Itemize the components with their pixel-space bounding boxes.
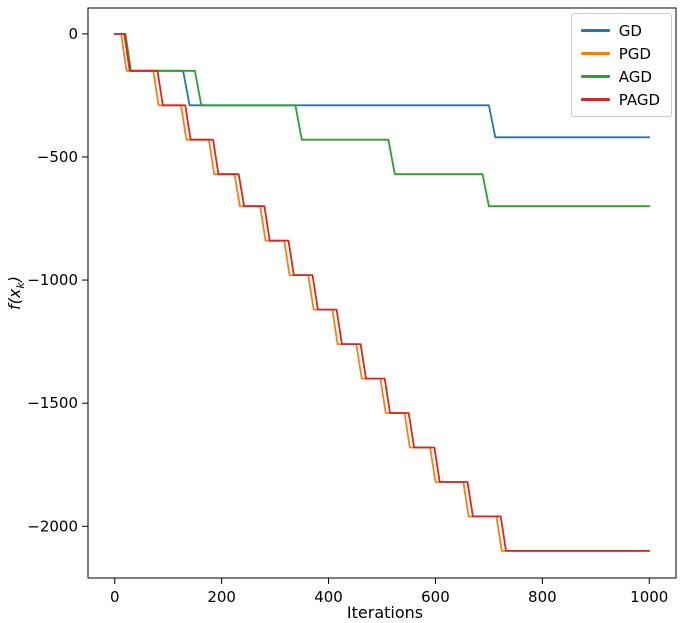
legend-item-pagd: PAGD bbox=[580, 88, 660, 111]
plot-frame bbox=[87, 7, 677, 579]
y-tick-label: −1500 bbox=[27, 394, 78, 412]
legend-line-swatch bbox=[580, 75, 610, 78]
y-axis-label: f(xk) bbox=[5, 276, 27, 310]
legend-line-swatch bbox=[580, 52, 610, 55]
series-pgd-line bbox=[113, 33, 651, 552]
series-gd-line bbox=[113, 33, 651, 139]
legend-line-swatch bbox=[580, 29, 610, 32]
y-tick-label: −1000 bbox=[27, 271, 78, 289]
y-tick-label: −2000 bbox=[27, 517, 78, 535]
legend-item-agd: AGD bbox=[580, 65, 660, 88]
y-tick-label: −500 bbox=[37, 148, 78, 166]
x-tick-label: 0 bbox=[110, 588, 120, 606]
y-tick-label: 0 bbox=[68, 25, 78, 43]
legend-label: GD bbox=[618, 21, 642, 40]
x-tick-label: 800 bbox=[528, 588, 557, 606]
x-tick-label: 600 bbox=[421, 588, 450, 606]
y-axis-label-pre: f(x bbox=[4, 288, 24, 310]
x-tick-label: 1000 bbox=[630, 588, 668, 606]
y-axis-label-sub: k bbox=[14, 282, 28, 289]
y-axis-label-post: ) bbox=[4, 276, 24, 283]
legend-item-pgd: PGD bbox=[580, 42, 660, 65]
legend-line-swatch bbox=[580, 98, 610, 101]
legend-label: AGD bbox=[618, 67, 652, 86]
x-tick-label: 200 bbox=[207, 588, 236, 606]
legend-label: PGD bbox=[618, 44, 651, 63]
series-agd-line bbox=[113, 33, 651, 208]
x-tick-label: 400 bbox=[314, 588, 343, 606]
legend: GD PGD AGD PAGD bbox=[570, 13, 672, 117]
x-axis-label: Iterations bbox=[346, 603, 424, 622]
series-pagd-line bbox=[113, 33, 651, 552]
legend-label: PAGD bbox=[618, 90, 660, 109]
legend-item-gd: GD bbox=[580, 19, 660, 42]
